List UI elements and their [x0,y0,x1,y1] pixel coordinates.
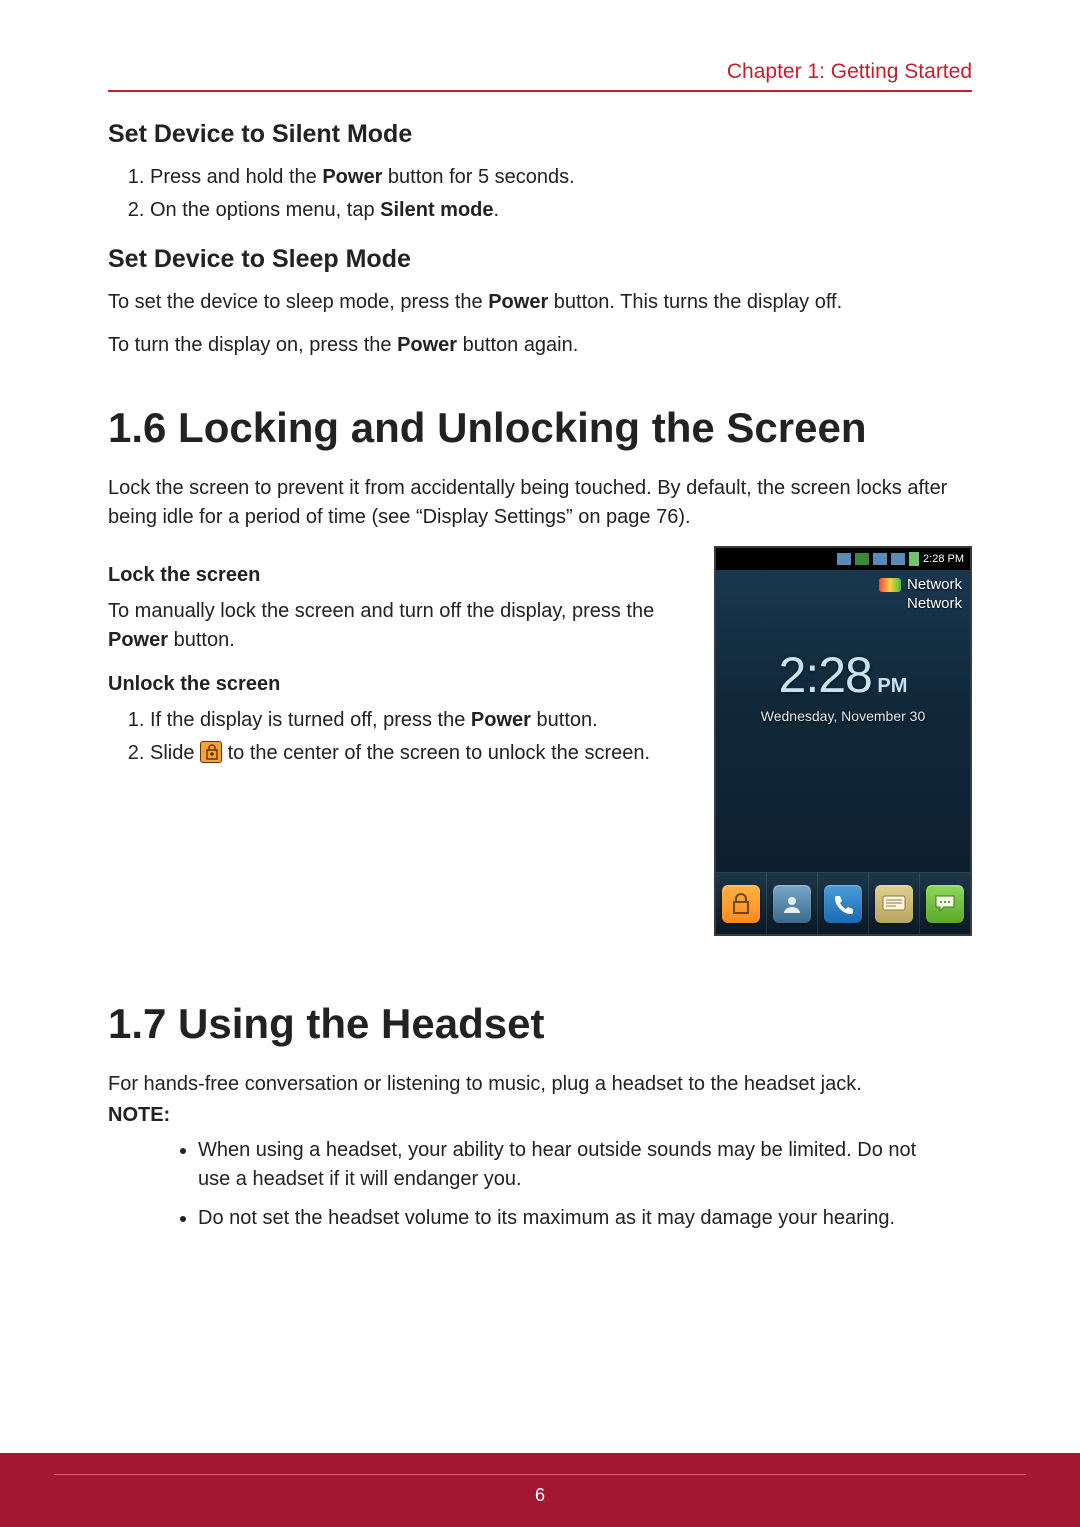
sleep-p2: To turn the display on, press the Power … [108,331,972,360]
dock-mms[interactable] [920,873,970,934]
notif-icon [879,578,901,592]
text-bold: Power [488,291,548,313]
lock-sub1-p: To manually lock the screen and turn off… [108,597,686,655]
text-bold: Silent mode [380,199,493,221]
dock-unlock[interactable] [716,873,767,934]
text-bold: Power [108,629,168,651]
text: On the options menu, tap [150,199,380,221]
sleep-p1: To set the device to sleep mode, press t… [108,288,972,317]
mms-icon [926,885,964,923]
heading-locking: 1.6 Locking and Unlocking the Screen [108,404,972,452]
unlock-steps: If the display is turned off, press the … [108,706,686,768]
clock-time-row: 2:28 PM [716,646,970,704]
text: button again. [457,334,578,356]
text: Slide [150,742,200,764]
text: To manually lock the screen and turn off… [108,600,654,622]
notif-text: Network [907,595,962,612]
text: button for 5 seconds. [382,166,574,188]
lock-left: Lock the screen To manually lock the scr… [108,546,686,788]
status-signal-icon [855,553,869,565]
text: To set the device to sleep mode, press t… [108,291,488,313]
notif-text: Network [907,576,962,593]
lock-sub2: Unlock the screen [108,673,686,696]
text: . [494,199,500,221]
headset-note-2: Do not set the headset volume to its max… [198,1204,972,1233]
headset-note-label: NOTE: [108,1101,972,1130]
clock-ampm: PM [872,675,908,697]
sms-icon [875,885,913,923]
phone-clock: 2:28 PM Wednesday, November 30 [716,646,970,724]
dock-phone[interactable] [818,873,869,934]
phone-statusbar: 2:28 PM [716,548,970,570]
status-time: 2:28 PM [923,553,964,565]
dock-sms[interactable] [869,873,920,934]
clock-time: 2:28 [779,647,872,703]
notif-row: Network [879,595,962,612]
lock-right: 2:28 PM Network Network 2:28 PM Wednesd [714,546,972,936]
phone-notifications: Network Network [879,576,962,614]
unlock-step-1: If the display is turned off, press the … [150,706,686,735]
text: button. [168,629,235,651]
heading-sleep-mode: Set Device to Sleep Mode [108,245,972,274]
phone-icon [824,885,862,923]
heading-silent-mode: Set Device to Silent Mode [108,120,972,149]
lock-sub1: Lock the screen [108,564,686,587]
phone-dock [716,872,970,934]
text: button. This turns the display off. [548,291,842,313]
heading-headset: 1.7 Using the Headset [108,1000,972,1048]
text: to the center of the screen to unlock th… [222,742,650,764]
lock-slider-icon [200,741,222,763]
status-icon [873,553,887,565]
headset-note-1: When using a headset, your ability to he… [198,1136,972,1194]
text-bold: Power [322,166,382,188]
page-footer: 6 [0,1453,1080,1527]
status-battery-icon [909,552,919,566]
text: If the display is turned off, press the [150,709,471,731]
text: To turn the display on, press the [108,334,397,356]
page-body: Chapter 1: Getting Started Set Device to… [0,0,1080,1233]
text-bold: Power [397,334,457,356]
phone-screenshot: 2:28 PM Network Network 2:28 PM Wednesd [714,546,972,936]
lock-intro: Lock the screen to prevent it from accid… [108,474,972,532]
chapter-header: Chapter 1: Getting Started [108,60,972,92]
contacts-icon [773,885,811,923]
lock-icon [722,885,760,923]
notif-row: Network [879,576,962,593]
dock-contacts[interactable] [767,873,818,934]
silent-steps: Press and hold the Power button for 5 se… [108,163,972,225]
clock-date: Wednesday, November 30 [716,708,970,724]
text: Press and hold the [150,166,322,188]
headset-p1: For hands-free conversation or listening… [108,1070,972,1099]
status-icon [891,553,905,565]
silent-step-1: Press and hold the Power button for 5 se… [150,163,972,192]
text-bold: Power [471,709,531,731]
page-number: 6 [54,1474,1026,1506]
silent-step-2: On the options menu, tap Silent mode. [150,196,972,225]
headset-notes: When using a headset, your ability to he… [108,1136,972,1233]
unlock-step-2: Slide to the center of the screen to unl… [150,739,686,768]
text: button. [531,709,598,731]
lock-two-col: Lock the screen To manually lock the scr… [108,546,972,936]
status-icon [837,553,851,565]
